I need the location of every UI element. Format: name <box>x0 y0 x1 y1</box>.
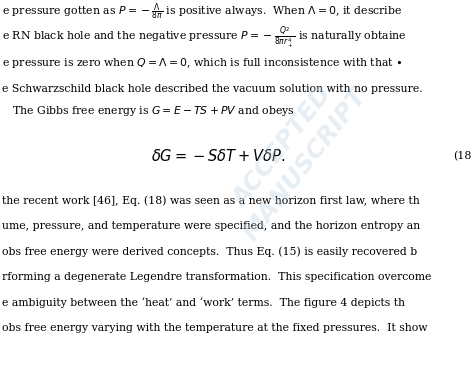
Text: $\delta G = -S\delta T + V\delta P.$: $\delta G = -S\delta T + V\delta P.$ <box>151 148 285 164</box>
Text: the recent work [46], Eq. (18) was seen as a new horizon first law, where th: the recent work [46], Eq. (18) was seen … <box>2 195 420 206</box>
Text: e Schwarzschild black hole described the vacuum solution with no pressure.: e Schwarzschild black hole described the… <box>2 84 423 94</box>
Text: The Gibbs free energy is $G = E - TS + PV$ and obeys: The Gibbs free energy is $G = E - TS + P… <box>2 104 295 118</box>
Text: (18: (18 <box>453 151 472 161</box>
Text: obs free energy were derived concepts.  Thus Eq. (15) is easily recovered b: obs free energy were derived concepts. T… <box>2 246 418 257</box>
Text: obs free energy varying with the temperature at the fixed pressures.  It show: obs free energy varying with the tempera… <box>2 324 428 333</box>
Text: e pressure is zero when $Q = \Lambda = 0$, which is full inconsistence with that: e pressure is zero when $Q = \Lambda = 0… <box>2 56 403 70</box>
Text: ACCEPTED
MANUSCRIPT: ACCEPTED MANUSCRIPT <box>216 67 372 245</box>
Text: ume, pressure, and temperature were specified, and the horizon entropy an: ume, pressure, and temperature were spec… <box>2 221 420 231</box>
Text: e ambiguity between the ‘heat’ and ‘work’ terms.  The figure 4 depicts th: e ambiguity between the ‘heat’ and ‘work… <box>2 297 405 308</box>
Text: e RN black hole and the negative pressure $P = -\frac{Q^2}{8\pi r_+^4}$ is natur: e RN black hole and the negative pressur… <box>2 26 407 50</box>
Text: rforming a degenerate Legendre transformation.  This specification overcome: rforming a degenerate Legendre transform… <box>2 272 432 282</box>
Text: e pressure gotten as $P = -\frac{\Lambda}{8\pi}$ is positive always.  When $\Lam: e pressure gotten as $P = -\frac{\Lambda… <box>2 1 403 23</box>
